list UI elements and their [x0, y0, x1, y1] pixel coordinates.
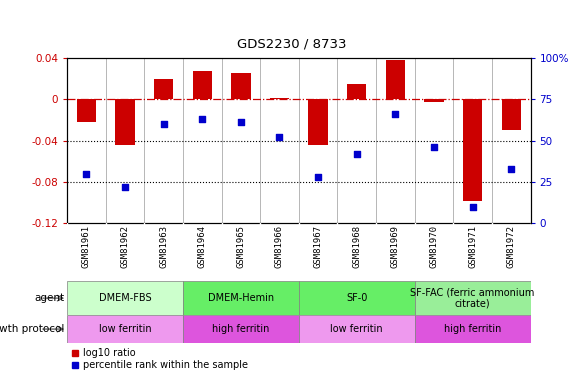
- Text: low ferritin: low ferritin: [99, 324, 152, 334]
- Bar: [424, 99, 444, 102]
- Bar: [415, 315, 531, 343]
- Point: [507, 166, 516, 172]
- Text: GSM81971: GSM81971: [468, 225, 477, 268]
- Text: GSM81972: GSM81972: [507, 225, 516, 268]
- Bar: [386, 60, 405, 99]
- Bar: [77, 99, 96, 122]
- Point: [468, 204, 477, 210]
- Bar: [415, 281, 531, 315]
- Point: [352, 151, 361, 157]
- Bar: [183, 315, 298, 343]
- Bar: [308, 99, 328, 145]
- Text: high ferritin: high ferritin: [444, 324, 501, 334]
- Bar: [270, 98, 289, 99]
- Bar: [298, 315, 415, 343]
- Bar: [501, 99, 521, 130]
- Point: [120, 184, 129, 190]
- Text: GSM81967: GSM81967: [314, 225, 322, 268]
- Text: SF-0: SF-0: [346, 293, 367, 303]
- Text: GSM81961: GSM81961: [82, 225, 91, 268]
- Text: high ferritin: high ferritin: [212, 324, 269, 334]
- Bar: [67, 281, 183, 315]
- Text: GSM81962: GSM81962: [121, 225, 129, 268]
- Point: [314, 174, 323, 180]
- Point: [429, 144, 438, 150]
- Text: GSM81963: GSM81963: [159, 225, 168, 268]
- Point: [159, 121, 168, 127]
- Bar: [192, 70, 212, 99]
- Bar: [463, 99, 482, 201]
- Text: DMEM-Hemin: DMEM-Hemin: [208, 293, 274, 303]
- Bar: [183, 281, 298, 315]
- Text: GDS2230 / 8733: GDS2230 / 8733: [237, 38, 346, 51]
- Bar: [231, 73, 251, 99]
- Point: [236, 120, 245, 126]
- Bar: [298, 281, 415, 315]
- Bar: [67, 315, 183, 343]
- Bar: [115, 99, 135, 145]
- Text: GSM81966: GSM81966: [275, 225, 284, 268]
- Text: SF-FAC (ferric ammonium
citrate): SF-FAC (ferric ammonium citrate): [410, 287, 535, 309]
- Text: DMEM-FBS: DMEM-FBS: [99, 293, 152, 303]
- Text: GSM81968: GSM81968: [352, 225, 361, 268]
- Point: [82, 171, 91, 177]
- Text: growth protocol: growth protocol: [0, 324, 64, 334]
- Point: [391, 111, 400, 117]
- Text: low ferritin: low ferritin: [331, 324, 383, 334]
- Bar: [347, 84, 366, 99]
- Point: [275, 134, 284, 140]
- Text: GSM81970: GSM81970: [430, 225, 438, 268]
- Bar: [154, 79, 173, 99]
- Point: [198, 116, 207, 122]
- Legend: log10 ratio, percentile rank within the sample: log10 ratio, percentile rank within the …: [72, 348, 248, 370]
- Text: GSM81964: GSM81964: [198, 225, 207, 268]
- Text: GSM81969: GSM81969: [391, 225, 400, 268]
- Text: agent: agent: [34, 293, 64, 303]
- Text: GSM81965: GSM81965: [236, 225, 245, 268]
